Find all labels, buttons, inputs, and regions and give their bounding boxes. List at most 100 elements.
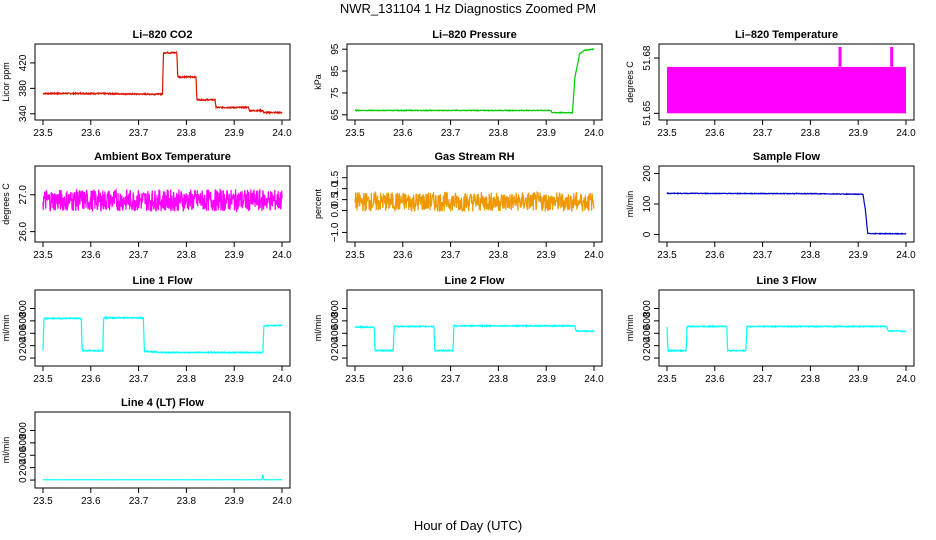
x-tick-label: 23.9	[848, 374, 868, 385]
figure-title: NWR_131104 1 Hz Diagnostics Zoomed PM	[339, 1, 597, 16]
x-tick-label: 23.8	[177, 374, 197, 385]
y-tick-label: 800	[18, 300, 29, 317]
y-tick-label: 0	[642, 231, 653, 237]
panel-ylabel: Licor ppm	[1, 62, 11, 102]
x-tick-label: 23.6	[705, 374, 725, 385]
x-tick-label: 23.8	[801, 374, 821, 385]
y-tick-label: 400	[18, 446, 29, 463]
panel-frame	[34, 411, 291, 489]
x-tick-label: 23.5	[33, 250, 53, 261]
panel-9: Line 3 Flow ml/min 23.5 23.6 23.7 23.8 23.9 24.…	[625, 275, 916, 385]
panel-frame	[34, 43, 291, 121]
series-band	[667, 66, 906, 114]
x-tick-label: 24.0	[584, 374, 604, 385]
x-tick-label: 23.8	[177, 250, 197, 261]
panel-title: Line 2 Flow	[445, 275, 505, 287]
x-tick-label: 23.6	[81, 496, 101, 507]
panel-frame	[346, 289, 603, 367]
panel-title: Li–820 Temperature	[735, 29, 838, 41]
x-tick-label: 23.8	[489, 374, 509, 385]
panel-ylabel: percent	[313, 188, 323, 219]
y-tick-label: 420	[18, 54, 29, 71]
y-tick-label: 200	[330, 337, 341, 354]
panel-ylabel: ml/min	[1, 437, 11, 464]
panel-frame	[658, 43, 915, 121]
x-tick-label: 23.8	[801, 250, 821, 261]
panel-1: Li–820 CO2 Licor ppm 23.5 23.6 23.7 23.8 23.9 2…	[1, 29, 292, 139]
y-tick-label: 1.5	[330, 170, 341, 184]
panel-3: Li–820 Temperature degrees C 23.5 23.6 23.7 2…	[625, 29, 916, 139]
panel-title: Sample Flow	[753, 151, 821, 163]
series-spike	[890, 47, 894, 67]
y-tick-label: 100	[642, 195, 653, 212]
y-tick-label: 95	[330, 43, 341, 55]
panel-2: Li–820 Pressure kPa 23.5 23.6 23.7 23.8 23.9 24…	[313, 29, 604, 139]
y-tick-label: 85	[330, 65, 341, 77]
panel-title: Gas Stream RH	[434, 151, 514, 163]
x-tick-label: 23.7	[753, 250, 773, 261]
y-tick-label: 26.0	[18, 221, 29, 241]
x-tick-label: 23.5	[657, 128, 677, 139]
panel-ylabel: degrees C	[625, 61, 635, 103]
x-tick-label: 23.5	[657, 250, 677, 261]
x-tick-label: 23.5	[33, 128, 53, 139]
y-tick-label: 27.0	[18, 185, 29, 205]
x-tick-label: 23.7	[129, 128, 149, 139]
series-line	[42, 315, 283, 355]
x-tick-label: 23.9	[224, 496, 244, 507]
y-tick-label: 800	[642, 300, 653, 317]
y-tick-label: 340	[18, 105, 29, 122]
y-tick-label: 400	[330, 324, 341, 341]
x-tick-label: 24.0	[896, 128, 916, 139]
y-tick-label: 0	[18, 355, 29, 361]
y-tick-label: 0.5	[330, 192, 341, 206]
y-tick-label: 800	[330, 300, 341, 317]
x-tick-label: 23.8	[801, 128, 821, 139]
panel-ylabel: ml/min	[625, 191, 635, 218]
panel-4: Ambient Box Temperature degrees C 23.5 23.6…	[1, 151, 292, 261]
x-tick-label: 23.5	[657, 374, 677, 385]
panel-6: Sample Flow ml/min 23.5 23.6 23.7 23.8 23.9 24.…	[625, 151, 916, 261]
x-tick-label: 23.8	[489, 128, 509, 139]
x-tick-label: 24.0	[896, 374, 916, 385]
series-line	[666, 324, 906, 353]
y-tick-label: 380	[18, 80, 29, 97]
panel-ylabel: ml/min	[1, 315, 11, 342]
series-line	[42, 187, 283, 213]
panel-10: Line 4 (LT) Flow ml/min 23.5 23.6 23.7 23.8 23…	[1, 397, 292, 507]
y-tick-label: 0	[330, 355, 341, 361]
y-tick-label: 600	[18, 434, 29, 451]
series-line	[354, 190, 595, 213]
x-tick-label: 23.7	[129, 250, 149, 261]
series-line	[42, 50, 283, 115]
x-tick-label: 23.5	[33, 374, 53, 385]
series-line	[666, 191, 907, 235]
panel-frame	[346, 165, 603, 243]
x-tick-label: 23.6	[393, 128, 413, 139]
y-tick-label: 200	[642, 165, 653, 182]
x-tick-label: 23.5	[345, 374, 365, 385]
x-tick-label: 23.9	[536, 128, 556, 139]
x-tick-label: 23.9	[848, 250, 868, 261]
panel-title: Line 3 Flow	[757, 275, 817, 287]
panel-frame	[658, 165, 915, 243]
y-tick-label: 800	[18, 422, 29, 439]
x-tick-label: 24.0	[584, 128, 604, 139]
panel-title: Li–820 CO2	[133, 29, 193, 41]
x-tick-label: 23.8	[177, 496, 197, 507]
x-tick-label: 23.6	[705, 128, 725, 139]
panel-5: Gas Stream RH percent 23.5 23.6 23.7 23.8 23.9…	[313, 151, 604, 261]
x-tick-label: 23.7	[753, 128, 773, 139]
panel-frame	[34, 165, 291, 243]
y-tick-label: 400	[18, 324, 29, 341]
panel-title: Line 1 Flow	[133, 275, 193, 287]
panel-frame	[34, 289, 291, 367]
panel-7: Line 1 Flow ml/min 23.5 23.6 23.7 23.8 23.9 24.…	[1, 275, 292, 385]
y-tick-label: 600	[330, 312, 341, 329]
y-tick-label: 400	[642, 324, 653, 341]
x-tick-label: 23.7	[441, 374, 461, 385]
y-tick-label: 1.0	[330, 181, 341, 195]
x-tick-label: 24.0	[272, 374, 292, 385]
x-tick-label: 23.8	[489, 250, 509, 261]
